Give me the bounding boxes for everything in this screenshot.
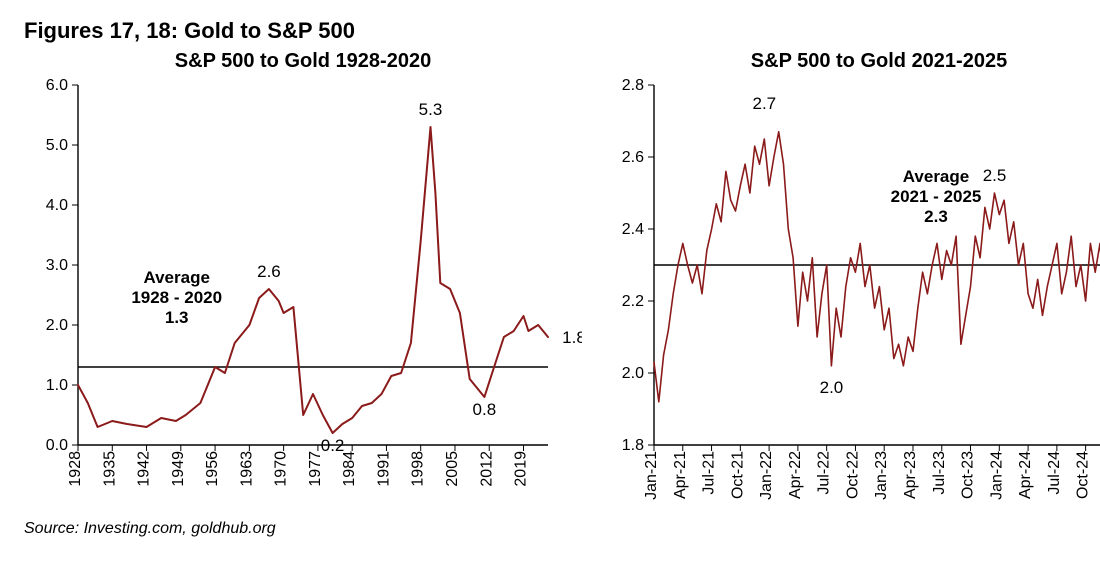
right-chart: 1.8 2.0 2.2 2.4 2.6 2.8 Jan-21 Apr-21 Jul-21 Oct-… [600,79,1100,509]
right-panel: S&P 500 to Gold 2021-2025 1.8 2.0 2.2 2.4 2.… [600,50,1100,514]
svg-text:2.6: 2.6 [622,149,644,166]
svg-text:1984: 1984 [341,451,358,487]
left-panel: S&P 500 to Gold 1928-2020 0.0 1.0 2.0 3.0 4.… [24,50,582,514]
svg-text:0.8: 0.8 [473,400,497,419]
svg-text:1928 - 2020: 1928 - 2020 [131,288,222,307]
svg-text:2.5: 2.5 [983,166,1007,185]
svg-text:Oct-24: Oct-24 [1075,451,1092,499]
svg-text:1.8: 1.8 [562,328,582,347]
svg-text:Jul-21: Jul-21 [701,451,718,495]
svg-text:2.0: 2.0 [622,365,644,382]
svg-text:1977: 1977 [307,451,324,487]
svg-text:1970: 1970 [273,451,290,487]
svg-text:5.0: 5.0 [46,137,68,154]
svg-text:Oct-23: Oct-23 [960,451,977,499]
figure-container: Figures 17, 18: Gold to S&P 500 S&P 500 … [0,0,1100,573]
svg-text:Average: Average [143,268,209,287]
svg-text:2005: 2005 [444,451,461,487]
svg-text:1942: 1942 [136,451,153,487]
svg-text:1998: 1998 [410,451,427,487]
svg-text:2.4: 2.4 [622,221,644,238]
svg-text:Oct-21: Oct-21 [729,451,746,499]
svg-text:Apr-22: Apr-22 [787,451,804,499]
svg-text:2.0: 2.0 [820,378,844,397]
svg-text:1956: 1956 [204,451,221,487]
svg-text:Jan-24: Jan-24 [988,451,1005,500]
source-note: Source: Investing.com, goldhub.org [24,520,1076,538]
svg-text:2.0: 2.0 [46,317,68,334]
svg-text:4.0: 4.0 [46,197,68,214]
right-panel-title: S&P 500 to Gold 2021-2025 [600,50,1100,73]
svg-text:2.6: 2.6 [257,262,281,281]
svg-text:Apr-24: Apr-24 [1017,451,1034,499]
svg-text:1928: 1928 [67,451,84,487]
svg-text:1.3: 1.3 [165,308,189,327]
svg-text:Apr-23: Apr-23 [902,451,919,499]
svg-text:2.2: 2.2 [622,293,644,310]
svg-text:2019: 2019 [513,451,530,487]
svg-text:Jan-21: Jan-21 [643,451,660,500]
left-panel-title: S&P 500 to Gold 1928-2020 [24,50,582,73]
svg-text:0.0: 0.0 [46,437,68,454]
svg-text:1949: 1949 [170,451,187,487]
figure-title: Figures 17, 18: Gold to S&P 500 [24,18,1076,44]
svg-text:Average: Average [903,167,969,186]
svg-text:0.2: 0.2 [321,436,345,455]
svg-text:Oct-22: Oct-22 [844,451,861,499]
svg-text:2.7: 2.7 [752,94,776,113]
svg-text:2.8: 2.8 [622,79,644,94]
svg-text:5.3: 5.3 [419,100,443,119]
svg-text:6.0: 6.0 [46,79,68,94]
svg-text:Apr-21: Apr-21 [672,451,689,499]
svg-text:2021 - 2025: 2021 - 2025 [891,187,982,206]
panels-row: S&P 500 to Gold 1928-2020 0.0 1.0 2.0 3.0 4.… [24,50,1076,514]
svg-text:2.3: 2.3 [924,207,948,226]
svg-text:Jan-23: Jan-23 [873,451,890,500]
svg-text:2012: 2012 [478,451,495,487]
svg-text:3.0: 3.0 [46,257,68,274]
svg-text:1963: 1963 [238,451,255,487]
svg-text:1935: 1935 [101,451,118,487]
svg-text:1.8: 1.8 [622,437,644,454]
svg-text:1.0: 1.0 [46,377,68,394]
left-chart: 0.0 1.0 2.0 3.0 4.0 5.0 6.0 1928 1935 1942 1949 195… [24,79,582,509]
svg-text:Jul-23: Jul-23 [931,451,948,495]
svg-text:Jul-22: Jul-22 [816,451,833,495]
svg-text:Jul-24: Jul-24 [1046,451,1063,495]
svg-text:Jan-22: Jan-22 [758,451,775,500]
svg-text:1991: 1991 [375,451,392,487]
